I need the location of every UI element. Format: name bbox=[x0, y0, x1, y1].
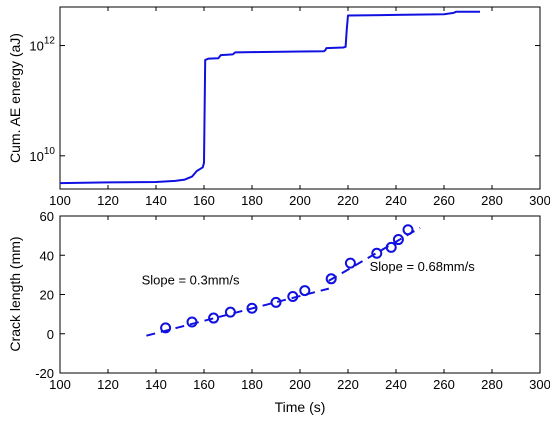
energy-plot-frame bbox=[59, 6, 541, 190]
energy-x-tick-label: 280 bbox=[481, 193, 503, 208]
energy-y-axis-label: Cum. AE energy (aJ) bbox=[7, 33, 23, 163]
crack-data-point bbox=[287, 290, 299, 302]
crack-fit-line bbox=[146, 287, 330, 337]
crack-y-tick-label: 40 bbox=[40, 248, 54, 263]
crack-x-tick-label: 280 bbox=[481, 377, 503, 392]
crack-data-point bbox=[344, 257, 356, 269]
crack-plot-frame bbox=[59, 215, 541, 374]
energy-x-ticks: 100 120 140 160 180 200 220 240 260 280 300 bbox=[49, 7, 550, 208]
crack-data-point bbox=[371, 247, 383, 259]
energy-x-tick-label: 300 bbox=[529, 193, 550, 208]
crack-x-tick-label: 140 bbox=[145, 377, 167, 392]
energy-y-tick-exponent: 10 bbox=[44, 146, 56, 157]
crack-fit-lines bbox=[146, 226, 421, 337]
energy-x-tick-label: 160 bbox=[193, 193, 215, 208]
crack-x-axis-label: Time (s) bbox=[275, 399, 326, 415]
energy-y-tick-label: 1012 bbox=[29, 36, 55, 54]
crack-data-point bbox=[270, 296, 282, 308]
crack-x-tick-label: 120 bbox=[97, 377, 119, 392]
crack-data-point bbox=[160, 322, 172, 334]
crack-y-axis-label: Crack length (mm) bbox=[7, 236, 23, 351]
slope-annotation: Slope = 0.3mm/s bbox=[142, 273, 240, 288]
energy-chart: 100 120 140 160 180 200 220 240 260 280 300 101010… bbox=[7, 6, 550, 208]
crack-x-tick-label: 100 bbox=[49, 377, 71, 392]
crack-y-tick-label: 60 bbox=[40, 209, 54, 224]
crack-x-tick-label: 240 bbox=[385, 377, 407, 392]
energy-x-tick-label: 140 bbox=[145, 193, 167, 208]
crack-x-tick-label: 220 bbox=[337, 377, 359, 392]
energy-x-tick-label: 260 bbox=[433, 193, 455, 208]
energy-x-tick-label: 100 bbox=[49, 193, 71, 208]
crack-x-tick-label: 160 bbox=[193, 377, 215, 392]
crack-x-tick-label: 260 bbox=[433, 377, 455, 392]
energy-y-tick-label: 1010 bbox=[29, 146, 55, 164]
crack-fit-line bbox=[328, 226, 421, 282]
energy-x-tick-label: 180 bbox=[241, 193, 263, 208]
crack-data-point bbox=[246, 302, 258, 314]
crack-y-tick-label: 20 bbox=[40, 288, 54, 303]
energy-line bbox=[59, 10, 480, 185]
energy-x-tick-label: 220 bbox=[337, 193, 359, 208]
crack-data-point bbox=[186, 316, 198, 328]
energy-y-tick-base: 10 bbox=[29, 39, 43, 54]
energy-series bbox=[59, 10, 480, 185]
crack-y-ticks: -20 0 20 40 60 bbox=[35, 209, 540, 381]
crack-data-point bbox=[392, 234, 404, 246]
crack-x-tick-label: 200 bbox=[289, 377, 311, 392]
energy-x-tick-label: 120 bbox=[97, 193, 119, 208]
crack-data-point bbox=[402, 224, 414, 236]
crack-points bbox=[160, 224, 414, 334]
crack-y-tick-label: 0 bbox=[47, 327, 54, 342]
slope-annotation: Slope = 0.68mm/s bbox=[370, 259, 476, 274]
crack-data-point bbox=[224, 306, 236, 318]
crack-annotations: Slope = 0.3mm/s Slope = 0.68mm/s bbox=[142, 259, 476, 288]
crack-x-tick-label: 300 bbox=[529, 377, 550, 392]
energy-x-tick-label: 240 bbox=[385, 193, 407, 208]
energy-x-tick-label: 200 bbox=[289, 193, 311, 208]
crack-data-point bbox=[299, 285, 311, 297]
crack-data-point bbox=[385, 241, 397, 253]
crack-x-ticks: 100 120 140 160 180 200 220 240 260 280 300 bbox=[49, 216, 550, 392]
crack-x-tick-label: 180 bbox=[241, 377, 263, 392]
crack-data-point bbox=[208, 312, 220, 324]
crack-chart: 100 120 140 160 180 200 220 240 260 280 300 -20 0 20… bbox=[7, 209, 550, 415]
energy-y-tick-base: 10 bbox=[29, 149, 43, 164]
crack-y-tick-label: -20 bbox=[35, 366, 54, 381]
crack-data-point bbox=[325, 273, 337, 285]
energy-y-tick-exponent: 12 bbox=[44, 36, 56, 47]
